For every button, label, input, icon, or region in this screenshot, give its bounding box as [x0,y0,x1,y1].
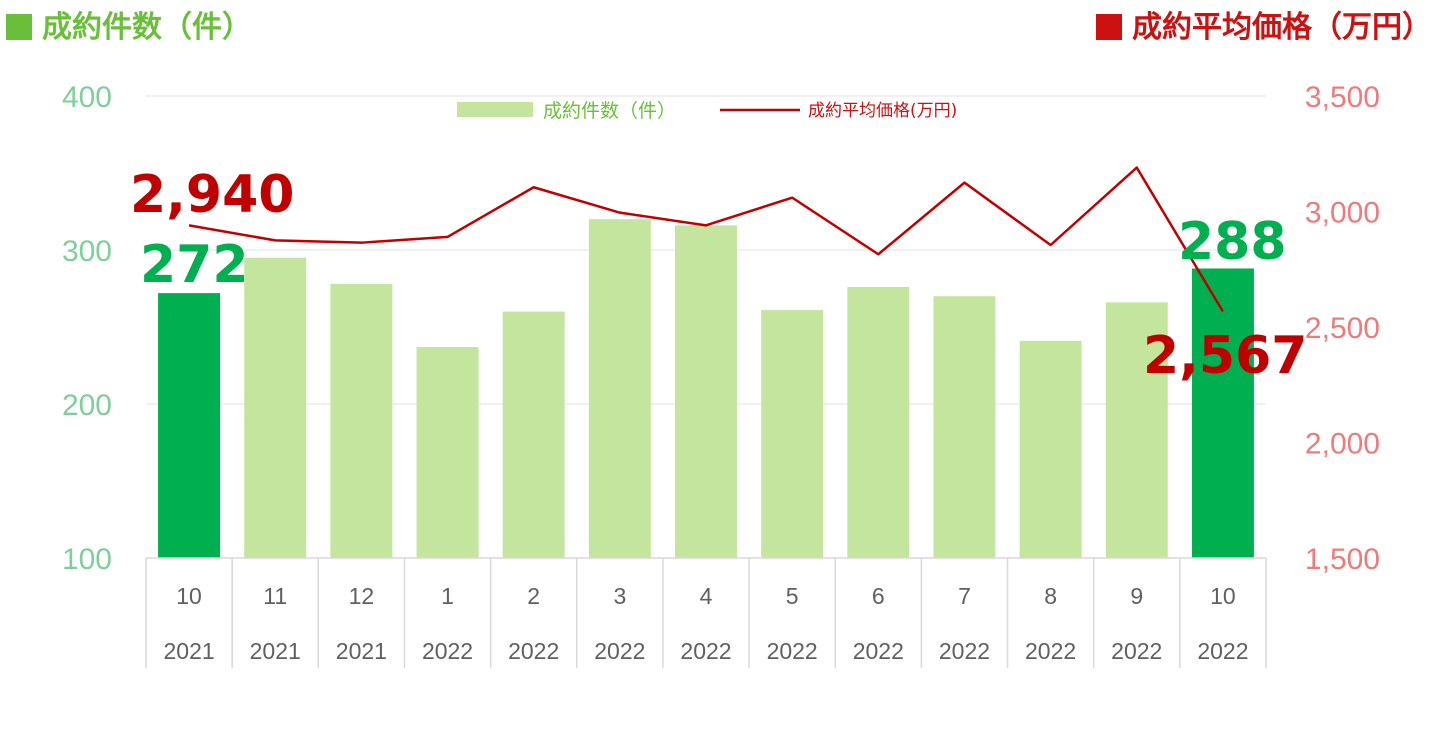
year-label: 2022 [1111,638,1162,664]
callout-price-first: 2,940 [130,165,294,225]
bar [1019,340,1082,558]
year-label: 2022 [508,638,559,664]
year-label: 2022 [422,638,473,664]
right-axis-title: 成約平均価格（万円） [1096,2,1432,46]
right-tick-label: 2,000 [1305,428,1380,461]
price-line [188,166,1224,313]
left-axis-title: 成約件数（件） [6,2,252,46]
year-label: 2021 [250,638,301,664]
month-label: 2 [527,583,540,609]
bar [1105,302,1168,558]
month-label: 10 [1210,583,1236,609]
left-tick-label: 100 [62,543,112,576]
year-label: 2022 [1025,638,1076,664]
callout-count-last: 288 [1178,212,1287,272]
month-label: 11 [263,583,287,609]
bar [675,225,737,559]
year-label: 2021 [336,638,387,664]
legend-line-label: 成約平均価格(万円) [808,101,957,121]
right-axis-title-text: 成約平均価格（万円） [1132,10,1432,45]
bar-series [158,219,1254,559]
month-label: 3 [613,583,626,609]
bar [588,219,651,558]
right-tick-label: 1,500 [1305,543,1380,576]
callouts: 2,940 272 288 2,567 [130,165,1307,386]
left-tick-label: 200 [62,389,112,422]
month-label: 9 [1130,583,1143,609]
month-label: 10 [176,583,202,609]
month-label: 8 [1044,583,1057,609]
bar [244,257,307,558]
month-label: 7 [958,583,971,609]
left-tick-label: 300 [62,235,112,268]
line-series [188,166,1224,313]
year-label: 2022 [594,638,645,664]
right-tick-label: 3,500 [1305,81,1380,114]
bar [933,296,996,558]
year-label: 2021 [163,638,214,664]
red-square-icon [1096,14,1122,40]
month-label: 12 [349,583,375,609]
year-label: 2022 [1197,638,1248,664]
callout-count-first: 272 [140,235,249,295]
bar [502,311,565,558]
year-label: 2022 [939,638,990,664]
bar [847,286,910,558]
month-label: 1 [441,583,454,609]
bar [330,283,393,558]
month-label: 6 [872,583,885,609]
bar [1191,268,1254,558]
legend: 成約件数（件） 成約平均価格(万円) [457,100,957,122]
left-tick-label: 400 [62,81,112,114]
category-axis: 10 2021 11 2021 12 2021 1 2022 2 2022 3 2022 4 2022 5 2… [145,557,1267,668]
callout-price-last: 2,567 [1143,326,1307,386]
month-label: 5 [786,583,799,609]
green-square-icon [6,14,32,40]
month-label: 4 [700,583,713,609]
left-axis-title-text: 成約件数（件） [42,10,252,45]
right-tick-label: 3,000 [1305,197,1380,230]
right-axis: 1,500 2,000 2,500 3,000 3,500 [1305,81,1380,576]
year-label: 2022 [767,638,818,664]
bar [158,293,221,558]
bar [761,310,824,558]
legend-bar-label: 成約件数（件） [543,100,676,122]
year-label: 2022 [853,638,904,664]
year-label: 2022 [680,638,731,664]
left-axis: 100 200 300 400 [62,81,112,576]
legend-bar-swatch [457,102,533,117]
right-tick-label: 2,500 [1305,312,1380,345]
bar [416,347,479,558]
